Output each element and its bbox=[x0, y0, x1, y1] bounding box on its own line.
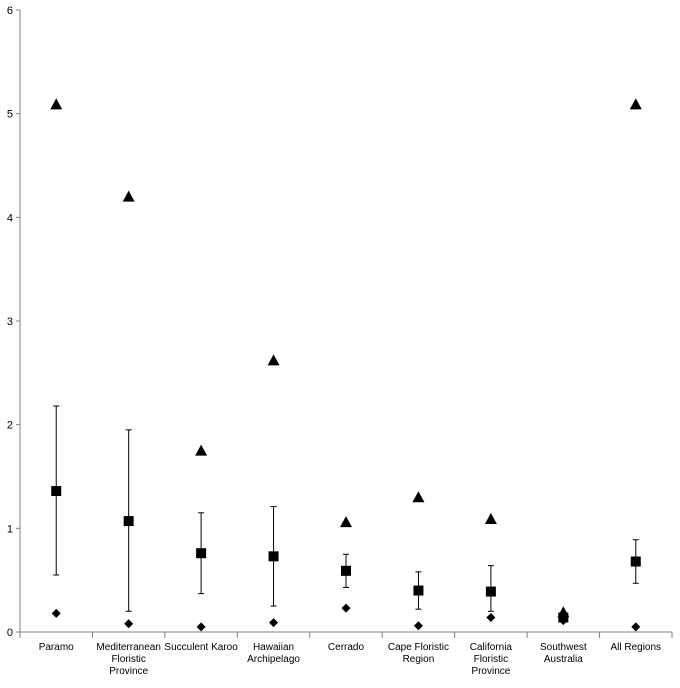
triangle-marker bbox=[195, 444, 208, 456]
diamond-marker bbox=[631, 622, 641, 632]
square-marker bbox=[268, 551, 279, 562]
square-marker bbox=[630, 556, 641, 567]
diamond-marker bbox=[124, 619, 134, 629]
diamond-marker bbox=[413, 621, 423, 631]
x-category-label: Paramo bbox=[39, 642, 74, 653]
square-marker bbox=[485, 586, 496, 597]
x-category-label: Succulent Karoo bbox=[164, 642, 238, 653]
square-marker bbox=[196, 548, 207, 559]
x-axis-categories: Paramo Mediterranean Floristic Province Succ… bbox=[19, 632, 673, 677]
diamond-marker bbox=[341, 603, 351, 613]
triangle-marker bbox=[412, 491, 425, 503]
y-tick-label: 3 bbox=[7, 316, 13, 328]
triangle-marker bbox=[122, 190, 135, 202]
triangle-marker bbox=[267, 354, 280, 366]
x-category-label: All Regions bbox=[610, 642, 661, 653]
x-category-label: California Floristic Province bbox=[470, 642, 513, 677]
square-marker bbox=[123, 516, 134, 527]
y-axis-ticks: 0 1 2 3 4 5 6 bbox=[7, 5, 20, 639]
x-category-label: Cerrado bbox=[328, 642, 365, 653]
error-bars bbox=[53, 405, 639, 622]
x-category-label: Cape Floristic Region bbox=[388, 642, 449, 665]
square-marker bbox=[413, 585, 424, 596]
diamond-marker bbox=[558, 616, 568, 626]
y-tick-label: 1 bbox=[7, 523, 13, 535]
x-category-label: Southwest Australia bbox=[540, 642, 587, 665]
y-tick-label: 2 bbox=[7, 420, 13, 432]
y-tick-label: 0 bbox=[7, 627, 13, 639]
diamond-marker bbox=[196, 622, 206, 632]
triangle-marker bbox=[629, 98, 642, 110]
diamond-marker bbox=[51, 608, 61, 618]
x-category-label: Mediterranean Floristic Province bbox=[96, 642, 160, 677]
x-category-label: Hawaiian Archipelago bbox=[247, 642, 300, 665]
diamond-marker bbox=[486, 612, 496, 622]
diamond-marker bbox=[269, 618, 279, 628]
triangle-marker bbox=[340, 516, 352, 528]
y-tick-label: 6 bbox=[7, 5, 13, 17]
triangle-marker bbox=[484, 513, 497, 525]
data-markers bbox=[50, 98, 642, 632]
triangle-marker bbox=[50, 98, 63, 110]
square-marker bbox=[341, 565, 351, 576]
axes bbox=[19, 10, 672, 633]
y-tick-label: 5 bbox=[7, 109, 13, 121]
y-tick-label: 4 bbox=[7, 212, 13, 224]
square-marker bbox=[51, 486, 62, 497]
